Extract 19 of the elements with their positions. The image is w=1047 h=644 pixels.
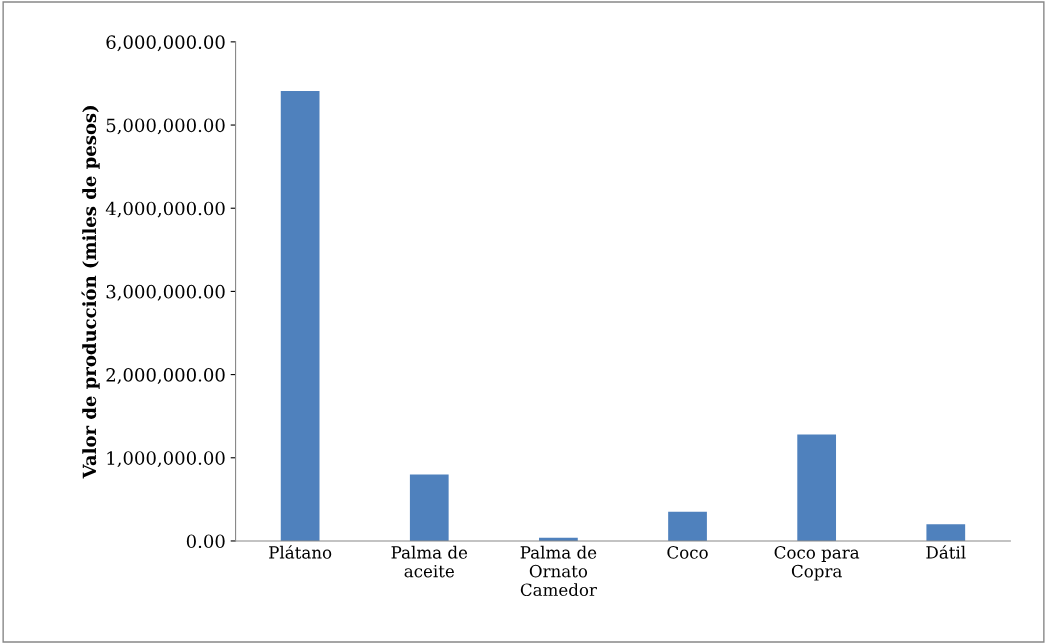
x-tick-label: Plátano [269, 545, 332, 559]
bar [797, 434, 837, 541]
y-tick-label: 2,000,000.00 [106, 368, 225, 384]
bar [409, 474, 449, 541]
x-tick-label: Palma de Ornato Camedor [520, 545, 597, 597]
y-tick-label: 1,000,000.00 [107, 451, 225, 468]
x-tick-label: Dátil [926, 545, 966, 559]
x-tick-label: Coco [667, 546, 708, 559]
y-tick-label: 6,000,000.00 [106, 35, 225, 52]
x-tick-label: Coco para Copra [774, 546, 860, 581]
y-tick-label: 5,000,000.00 [106, 118, 225, 135]
bar [668, 511, 707, 541]
x-tick-label: Palma de aceite [391, 545, 468, 578]
y-tick-label: 0.00 [186, 534, 225, 549]
y-tick-label: 4,000,000.00 [105, 201, 225, 218]
y-axis-title: Valor de producción (miles de pesos) [81, 106, 100, 479]
bar [926, 524, 966, 541]
bar [280, 90, 320, 541]
y-tick-label: 3,000,000.00 [106, 284, 225, 301]
